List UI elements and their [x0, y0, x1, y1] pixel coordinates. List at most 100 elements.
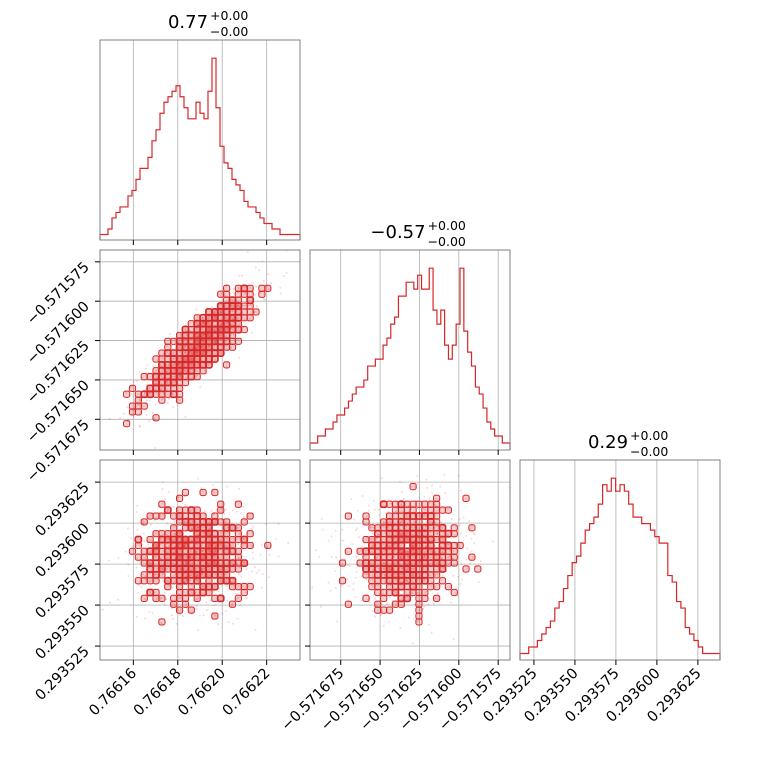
sample-point — [147, 516, 150, 519]
sample-point — [418, 537, 421, 540]
sample-point — [203, 519, 206, 522]
sample-point — [127, 563, 130, 566]
density-cell — [175, 378, 184, 387]
density-cell — [444, 547, 452, 555]
density-cell — [134, 577, 142, 585]
density-cell — [421, 594, 429, 602]
sample-point — [247, 585, 250, 588]
sample-point — [249, 287, 252, 290]
density-cell — [374, 577, 382, 585]
sample-point — [178, 521, 181, 524]
sample-point — [334, 570, 337, 573]
sample-point — [389, 581, 392, 584]
sample-point — [384, 573, 387, 576]
sample-point — [156, 567, 159, 570]
sample-point — [207, 345, 210, 348]
sample-point — [422, 608, 425, 611]
sample-point — [117, 556, 120, 559]
sample-point — [223, 512, 226, 515]
sample-point — [197, 364, 200, 367]
sample-point — [388, 532, 391, 535]
sample-point — [202, 329, 205, 332]
sample-point — [439, 578, 442, 581]
sample-point — [162, 580, 165, 583]
density-cell — [450, 588, 458, 597]
sample-point — [375, 601, 378, 604]
x-tick-label-0-3: 0.76622 — [220, 666, 274, 720]
sample-point — [210, 509, 213, 512]
sample-point — [214, 545, 217, 548]
sample-point — [419, 557, 422, 560]
sample-point — [167, 537, 170, 540]
sample-point — [399, 520, 402, 523]
sample-point — [166, 522, 169, 525]
density-cell — [374, 583, 382, 591]
sample-point — [203, 549, 206, 552]
sample-point — [150, 523, 153, 526]
sample-point — [370, 537, 373, 540]
sample-point — [231, 509, 234, 512]
sample-point — [149, 540, 152, 543]
sample-point — [225, 545, 228, 548]
sample-point — [460, 489, 463, 492]
sample-point — [191, 611, 194, 614]
sample-point — [434, 573, 437, 576]
sample-point — [473, 542, 476, 545]
density-cell — [211, 488, 219, 497]
sample-point — [428, 496, 431, 499]
sample-point — [207, 340, 210, 343]
density-cell — [193, 367, 201, 375]
sample-point — [429, 531, 432, 534]
sample-point — [206, 556, 209, 559]
sample-point — [311, 586, 314, 589]
sample-point — [143, 391, 146, 394]
sample-point — [143, 556, 146, 559]
sample-point — [178, 580, 181, 583]
density-cell — [128, 384, 137, 392]
sample-point — [402, 604, 405, 607]
density-cell — [175, 396, 184, 404]
sample-point — [423, 555, 426, 558]
sample-point — [205, 601, 208, 604]
sample-point — [159, 388, 162, 391]
sample-point — [366, 537, 369, 540]
sample-point — [382, 522, 385, 525]
sample-point — [376, 581, 379, 584]
sample-point — [149, 592, 152, 595]
sample-point — [371, 610, 374, 613]
sample-point — [232, 304, 235, 307]
sample-point — [191, 539, 194, 542]
sample-point — [172, 618, 175, 621]
sample-point — [237, 338, 240, 341]
sample-point — [335, 556, 338, 559]
sample-point — [413, 520, 416, 523]
sample-point — [341, 563, 344, 566]
sample-point — [206, 573, 209, 576]
sample-point — [237, 557, 240, 560]
sample-point — [149, 399, 152, 402]
sample-point — [268, 553, 271, 556]
sample-point — [153, 591, 156, 594]
sample-point — [383, 563, 386, 566]
sample-point — [241, 537, 244, 540]
density-cell — [234, 524, 242, 532]
sample-point — [426, 486, 429, 489]
sample-point — [185, 602, 188, 605]
sample-point — [365, 567, 368, 570]
sample-point — [470, 550, 473, 553]
sample-point — [138, 424, 141, 427]
sample-point — [401, 491, 404, 494]
density-cell — [373, 529, 382, 538]
sample-point — [179, 351, 182, 354]
sample-point — [179, 538, 182, 541]
sample-point — [213, 585, 216, 588]
sample-point — [365, 579, 368, 582]
sample-point — [251, 551, 254, 554]
density-cell — [240, 518, 248, 526]
sample-point — [172, 574, 175, 577]
sample-point — [237, 304, 240, 307]
sample-point — [261, 544, 264, 547]
density-cell — [181, 594, 190, 602]
sample-point — [155, 382, 158, 385]
